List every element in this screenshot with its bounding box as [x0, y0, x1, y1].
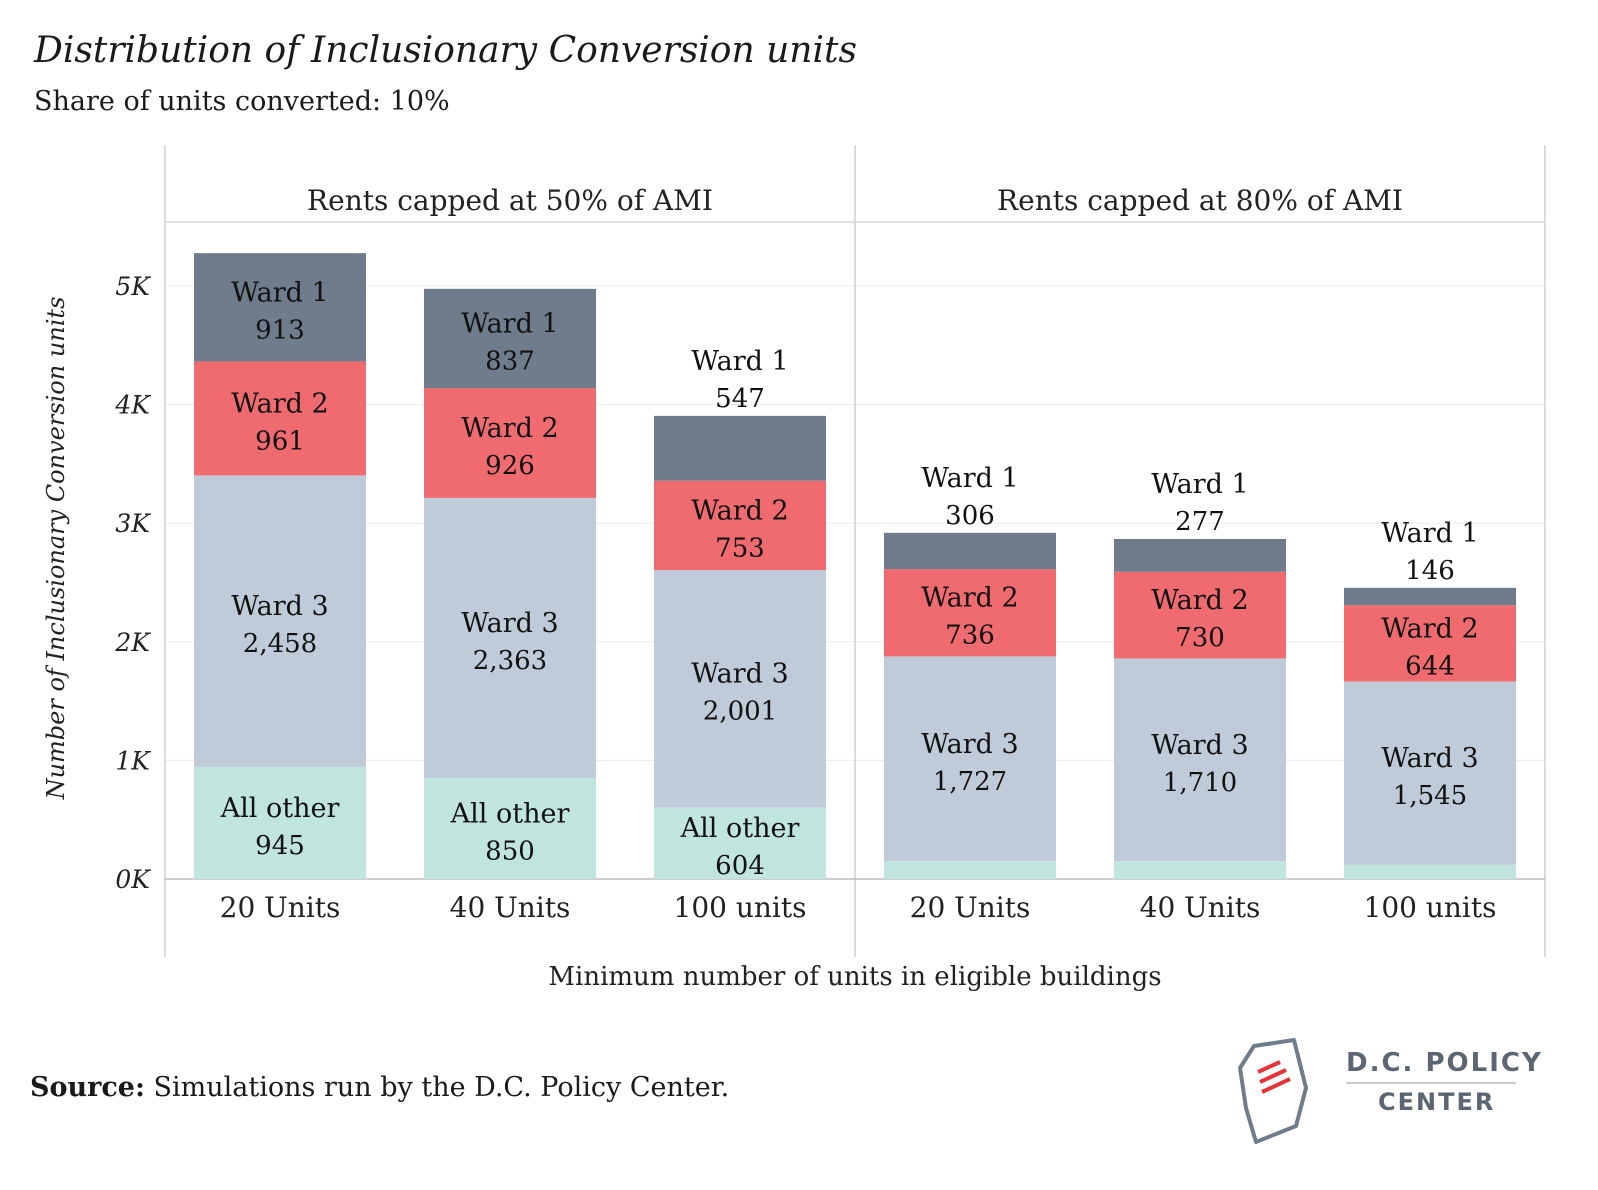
- x-tick-label: 40 Units: [450, 891, 571, 924]
- bar-segment-ward-3: [194, 475, 366, 767]
- bar-segment-all-other: [1114, 861, 1286, 879]
- segment-label-value: 913: [255, 315, 305, 345]
- bar-segment-all-other: [884, 861, 1056, 879]
- segment-label-name: Ward 2: [1151, 585, 1248, 616]
- chart-title: Distribution of Inclusionary Conversion …: [34, 30, 857, 71]
- x-tick-label: 40 Units: [1140, 891, 1261, 924]
- dc-policy-center-logo: D.C. POLICY CENTER: [1236, 1038, 1541, 1148]
- segment-label-value: 961: [255, 426, 305, 456]
- segment-label-name: Ward 2: [921, 583, 1018, 614]
- bar-segment-ward-3: [654, 570, 826, 808]
- segment-label-value: 2,001: [703, 697, 777, 727]
- bar-segment-ward-1: [1114, 538, 1286, 572]
- bar-segment-ward-2: [424, 388, 596, 498]
- segment-label-value: 1,710: [1163, 768, 1237, 798]
- bar-segment-ward-2: [194, 361, 366, 476]
- y-tick-label: 4K: [114, 391, 151, 420]
- segment-label-value: 644: [1405, 651, 1455, 681]
- segment-label-value: 146: [1405, 556, 1455, 586]
- segment-label-name: Ward 3: [461, 608, 558, 639]
- bar-segment-ward-3: [1114, 658, 1286, 862]
- bar-segment-ward-3: [424, 497, 596, 779]
- source-label: Source:: [30, 1072, 145, 1103]
- segment-label-name: Ward 3: [1381, 743, 1478, 774]
- x-tick-label: 100 units: [674, 891, 807, 924]
- segment-label-value: 926: [485, 451, 535, 481]
- x-tick-label: 20 Units: [220, 891, 341, 924]
- segment-label-name: Ward 2: [461, 413, 558, 444]
- bar-segment-all-other: [424, 778, 596, 879]
- segment-label-name: Ward 2: [691, 495, 788, 526]
- segment-label-value: 1,727: [933, 767, 1007, 797]
- logo-divider: [1346, 1082, 1516, 1084]
- segment-label-value: 604: [715, 851, 765, 881]
- bar-segment-ward-1: [884, 532, 1056, 570]
- bar-segment-all-other: [1344, 864, 1516, 879]
- segment-label-name: Ward 2: [231, 388, 328, 419]
- segment-label-value: 306: [945, 501, 995, 531]
- segment-label-name: Ward 1: [1381, 518, 1478, 549]
- segment-label-value: 277: [1175, 507, 1225, 537]
- chart-svg: 0K 1K 2K 3K 4K 5K Number of Inclusionary Conve…: [42, 145, 1546, 992]
- segment-label-name: Ward 3: [921, 729, 1018, 760]
- segment-label-name: All other: [450, 799, 570, 830]
- bar-segment-ward-1: [424, 288, 596, 389]
- x-axis-title: Minimum number of units in eligible buil…: [548, 962, 1161, 992]
- panel-title: Rents capped at 50% of AMI: [307, 184, 713, 217]
- bar-segment-ward-2: [1344, 605, 1516, 682]
- segment-label-name: All other: [680, 813, 800, 844]
- segment-label-name: Ward 1: [231, 277, 328, 308]
- logo-line1: D.C. POLICY: [1346, 1048, 1543, 1078]
- panel-title: Rents capped at 80% of AMI: [997, 184, 1403, 217]
- segment-label-value: 547: [715, 384, 765, 414]
- bar-segment-ward-2: [1114, 571, 1286, 659]
- source-note: Source: Simulations run by the D.C. Poli…: [30, 1072, 729, 1103]
- segment-label-name: Ward 2: [1381, 613, 1478, 644]
- y-axis-title: Number of Inclusionary Conversion units: [42, 297, 70, 801]
- y-tick-label: 5K: [115, 272, 151, 301]
- source-text: Simulations run by the D.C. Policy Cente…: [144, 1072, 730, 1103]
- y-tick-label: 3K: [115, 509, 151, 538]
- segment-label-name: Ward 1: [461, 308, 558, 339]
- segment-label-name: Ward 1: [691, 346, 788, 377]
- x-tick-label: 100 units: [1364, 891, 1497, 924]
- segment-label-name: All other: [220, 793, 340, 824]
- bar-segment-ward-1: [194, 253, 366, 362]
- segment-label-name: Ward 3: [1151, 730, 1248, 761]
- y-tick-label: 1K: [115, 746, 151, 775]
- segment-label-value: 736: [945, 621, 995, 651]
- segment-label-value: 850: [485, 837, 535, 867]
- segment-label-value: 945: [255, 831, 305, 861]
- segment-label-name: Ward 1: [1151, 469, 1248, 500]
- dc-map-icon: [1238, 1038, 1308, 1144]
- segment-label-value: 2,458: [243, 629, 317, 659]
- segment-label-value: 2,363: [473, 646, 547, 676]
- segment-label-value: 837: [485, 346, 535, 376]
- y-tick-label: 2K: [114, 628, 151, 657]
- segment-label-value: 753: [715, 533, 765, 563]
- x-tick-label: 20 Units: [910, 891, 1031, 924]
- segment-label-name: Ward 1: [921, 463, 1018, 494]
- segment-label-name: Ward 3: [231, 591, 328, 622]
- bar-segment-all-other: [194, 766, 366, 879]
- bar-segment-ward-3: [884, 656, 1056, 862]
- segment-label-name: Ward 3: [691, 659, 788, 690]
- bar-segment-ward-2: [884, 569, 1056, 657]
- bar-segment-ward-2: [654, 480, 826, 571]
- bar-segment-ward-1: [654, 415, 826, 481]
- bar-segment-ward-1: [1344, 587, 1516, 606]
- logo-line2: CENTER: [1378, 1088, 1496, 1116]
- segment-label-value: 730: [1175, 623, 1225, 653]
- bar-segment-all-other: [654, 807, 826, 879]
- segment-label-value: 1,545: [1393, 781, 1467, 811]
- chart-subtitle: Share of units converted: 10%: [34, 86, 450, 117]
- y-tick-label: 0K: [115, 865, 151, 894]
- bar-segment-ward-3: [1344, 681, 1516, 865]
